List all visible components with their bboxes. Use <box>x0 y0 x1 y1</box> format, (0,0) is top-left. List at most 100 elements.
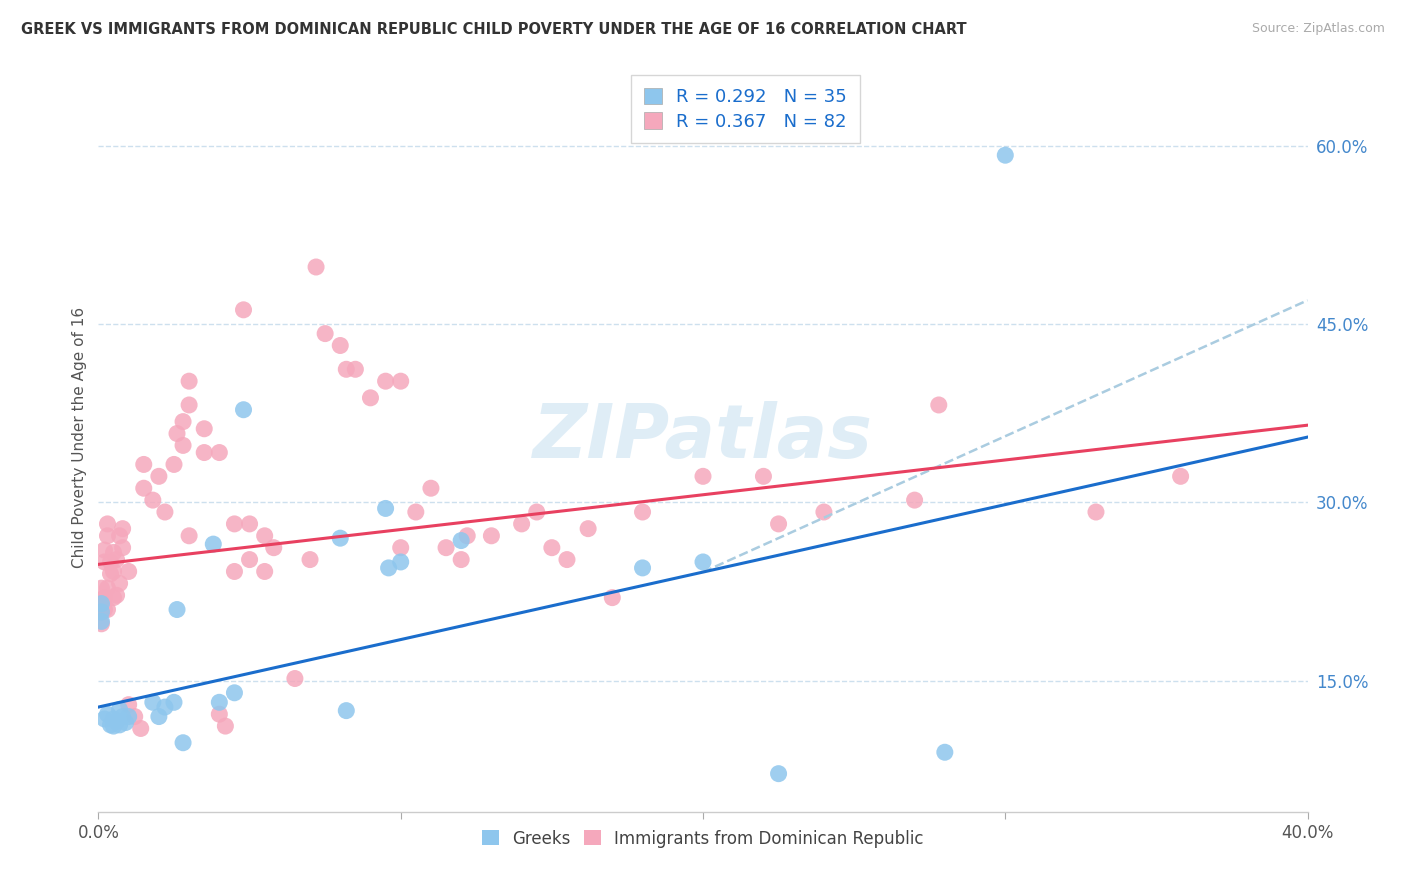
Point <box>118 698 141 712</box>
Point <box>132 458 155 472</box>
Point <box>813 505 835 519</box>
Point <box>100 555 122 569</box>
Point <box>253 565 276 579</box>
Point <box>994 148 1017 162</box>
Point <box>96 602 118 616</box>
Point <box>90 605 112 619</box>
Point <box>389 541 412 555</box>
Point <box>93 712 115 726</box>
Point <box>93 555 115 569</box>
Point <box>374 374 396 388</box>
Point <box>450 552 472 566</box>
Point <box>540 541 562 555</box>
Point <box>344 362 367 376</box>
Point <box>335 362 357 376</box>
Point <box>103 545 125 559</box>
Point <box>232 302 254 317</box>
Point <box>90 616 112 631</box>
Point <box>105 552 128 566</box>
Point <box>96 529 118 543</box>
Point <box>124 709 146 723</box>
Point <box>108 718 131 732</box>
Point <box>481 529 503 543</box>
Point <box>576 522 599 536</box>
Point <box>692 555 714 569</box>
Point <box>90 615 112 629</box>
Point <box>163 458 186 472</box>
Point <box>214 719 236 733</box>
Point <box>172 736 194 750</box>
Point <box>526 505 548 519</box>
Point <box>335 704 357 718</box>
Point <box>631 561 654 575</box>
Point <box>108 576 131 591</box>
Y-axis label: Child Poverty Under the Age of 16: Child Poverty Under the Age of 16 <box>72 307 87 567</box>
Point <box>692 469 714 483</box>
Point <box>193 445 215 459</box>
Point <box>142 493 165 508</box>
Point <box>153 505 176 519</box>
Text: Source: ZipAtlas.com: Source: ZipAtlas.com <box>1251 22 1385 36</box>
Point <box>284 672 307 686</box>
Point <box>103 719 125 733</box>
Point <box>90 593 112 607</box>
Legend: Greeks, Immigrants from Dominican Republic: Greeks, Immigrants from Dominican Republ… <box>474 822 932 855</box>
Point <box>768 766 790 780</box>
Point <box>208 445 231 459</box>
Point <box>934 745 956 759</box>
Point <box>1085 505 1108 519</box>
Point <box>904 493 927 508</box>
Point <box>172 438 194 452</box>
Point <box>305 260 328 274</box>
Point <box>153 700 176 714</box>
Point <box>224 686 246 700</box>
Point <box>329 338 352 352</box>
Point <box>111 709 134 723</box>
Point <box>263 541 285 555</box>
Point <box>434 541 457 555</box>
Point <box>148 469 170 483</box>
Point <box>132 481 155 495</box>
Point <box>118 709 141 723</box>
Point <box>299 552 322 566</box>
Point <box>405 505 427 519</box>
Point <box>768 516 790 531</box>
Point <box>631 505 654 519</box>
Point <box>420 481 443 495</box>
Point <box>118 565 141 579</box>
Point <box>166 426 188 441</box>
Point <box>90 605 112 619</box>
Point <box>360 391 382 405</box>
Point <box>93 543 115 558</box>
Point <box>100 718 122 732</box>
Point <box>374 501 396 516</box>
Point <box>510 516 533 531</box>
Point <box>129 722 152 736</box>
Point <box>96 581 118 595</box>
Point <box>253 529 276 543</box>
Point <box>450 533 472 548</box>
Point <box>224 516 246 531</box>
Point <box>90 597 112 611</box>
Point <box>100 566 122 581</box>
Point <box>105 714 128 729</box>
Point <box>108 529 131 543</box>
Point <box>148 709 170 723</box>
Point <box>172 415 194 429</box>
Point <box>93 591 115 605</box>
Point <box>602 591 624 605</box>
Point <box>103 565 125 579</box>
Point <box>105 588 128 602</box>
Point <box>928 398 950 412</box>
Point <box>108 702 131 716</box>
Point <box>208 695 231 709</box>
Point <box>142 695 165 709</box>
Point <box>1170 469 1192 483</box>
Point <box>179 529 201 543</box>
Point <box>163 695 186 709</box>
Point <box>239 552 262 566</box>
Point <box>314 326 336 341</box>
Point <box>114 715 136 730</box>
Point <box>93 602 115 616</box>
Point <box>179 374 201 388</box>
